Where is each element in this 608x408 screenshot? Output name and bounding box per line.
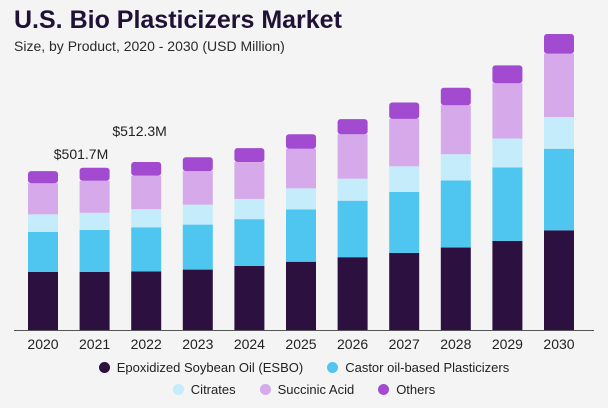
x-tick-label: 2024 [234, 336, 265, 352]
bar-segment [131, 227, 162, 272]
bar-segment [28, 272, 58, 330]
bar-segment [440, 87, 471, 106]
bar-segment [182, 171, 213, 205]
bar-segment [389, 252, 420, 330]
legend-swatch [172, 384, 184, 395]
chart-subtitle: Size, by Product, 2020 - 2030 (USD Milli… [14, 38, 285, 54]
bar-segment [234, 219, 265, 266]
bar-segment [28, 214, 58, 232]
bar-segment [440, 247, 471, 330]
x-tick-label: 2021 [79, 336, 110, 352]
bar-segment [182, 204, 213, 225]
bar-segment [389, 166, 420, 192]
bar-segment [28, 183, 58, 215]
bar-segment [182, 224, 213, 270]
bar-segment [79, 230, 110, 272]
bar-segment [131, 162, 162, 176]
bar-segment [28, 171, 58, 184]
legend-item: Succinic Acid [259, 382, 355, 397]
legend-label: Epoxidized Soybean Oil (ESBO) [116, 360, 304, 375]
bar-segment [492, 167, 523, 241]
legend-label: Castor oil-based Plasticizers [345, 360, 510, 375]
x-tick-label: 2020 [27, 336, 58, 352]
bar-segment [492, 83, 523, 139]
chart-title: U.S. Bio Plasticizers Market [14, 6, 342, 34]
bar-segment [286, 134, 316, 149]
bar-segment [131, 175, 162, 210]
bar-segment [131, 209, 162, 228]
x-tick-label: 2023 [182, 336, 213, 352]
legend-swatch [378, 384, 390, 395]
legend-item: Epoxidized Soybean Oil (ESBO) [98, 360, 304, 375]
bar-segment [79, 167, 110, 181]
legend-label: Others [396, 382, 436, 397]
bar-segment [337, 134, 368, 179]
bar-segment [182, 157, 213, 172]
bar-segment [492, 240, 523, 330]
bar-segment [337, 178, 368, 201]
bar-segment [492, 65, 523, 84]
bar-segment [286, 209, 316, 262]
legend-row-2: Citrates Succinic Acid Others [0, 382, 608, 397]
legend-item: Citrates [172, 382, 236, 397]
bar-segment [544, 117, 574, 149]
bar-segment [234, 162, 265, 199]
bar-segment [79, 272, 110, 330]
bar-segment [440, 105, 471, 155]
bar-segment [337, 119, 368, 135]
legend-item: Others [378, 382, 435, 397]
bar-segment [492, 138, 523, 168]
x-tick-label: 2028 [440, 336, 471, 352]
legend-swatch [327, 362, 339, 373]
data-label: $501.7M [54, 146, 108, 162]
legend-row-1: Epoxidized Soybean Oil (ESBO) Castor oil-… [0, 360, 608, 375]
bar-segment [79, 180, 110, 213]
legend-swatch [259, 384, 271, 395]
bar-segment [234, 265, 265, 330]
bar-segment [131, 271, 162, 330]
legend-label: Succinic Acid [277, 382, 355, 397]
bar-segment [440, 180, 471, 248]
x-tick-label: 2025 [285, 336, 316, 352]
x-tick-label: 2030 [543, 336, 574, 352]
x-tick-label: 2022 [131, 336, 162, 352]
legend-swatch [98, 362, 110, 373]
bar-segment [182, 269, 213, 330]
bar-segment [79, 212, 110, 231]
bar-segment [440, 154, 471, 181]
bar-segment [286, 148, 316, 189]
bar-segment [337, 200, 368, 258]
bar-segment [337, 257, 368, 330]
bar-segment [544, 230, 574, 330]
bar-segment [544, 53, 574, 118]
bar-segment [28, 231, 58, 272]
bar-segment [286, 261, 316, 330]
data-label: $512.3M [112, 123, 166, 139]
x-tick-label: 2029 [492, 336, 523, 352]
bar-segment [544, 33, 574, 54]
x-tick-label: 2026 [337, 336, 368, 352]
x-tick-label: 2027 [389, 336, 420, 352]
bar-segment [286, 188, 316, 210]
bar-segment [234, 148, 265, 163]
bar-segment [389, 118, 420, 167]
legend-item: Castor oil-based Plasticizers [327, 360, 509, 375]
bar-segment [544, 148, 574, 231]
bar-segment [234, 198, 265, 220]
bar-segment [389, 102, 420, 119]
bar-segment [389, 191, 420, 253]
legend-label: Citrates [190, 382, 236, 397]
